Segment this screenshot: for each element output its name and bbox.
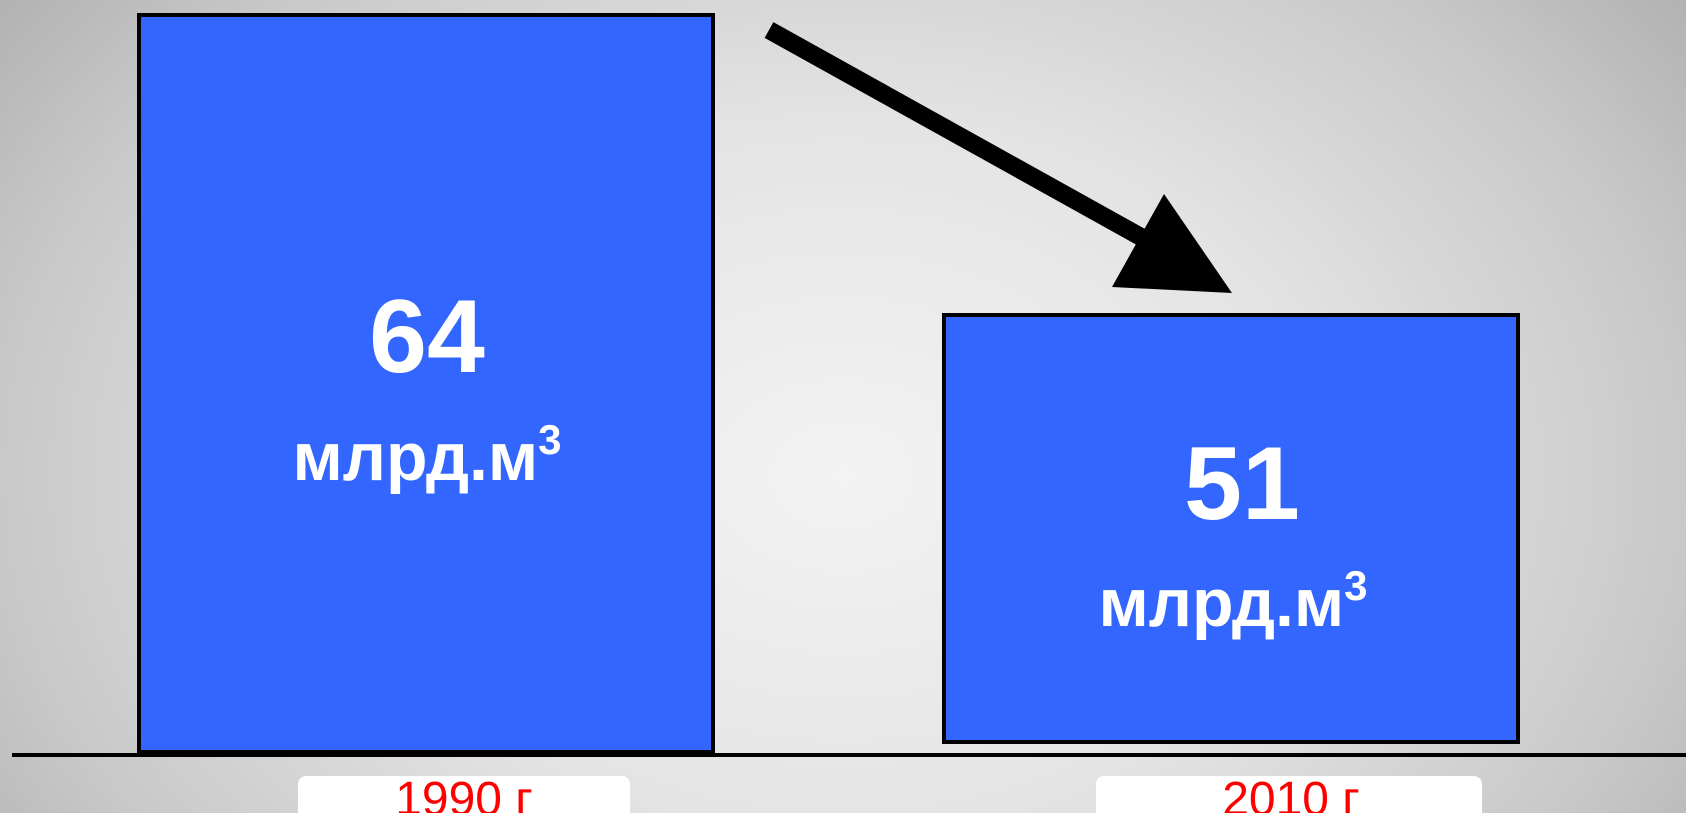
bottom-margin: [0, 813, 1686, 820]
category-label-box-1990: [298, 776, 630, 820]
category-label-1990: 1990 г: [395, 773, 533, 820]
trend-arrow: [764, 22, 1232, 293]
bar-value-label-2010: 51: [1184, 426, 1300, 542]
unit-superscript: 3: [1344, 562, 1367, 609]
category-label-2010: 2010 г: [1222, 773, 1360, 820]
category-label-box-2010: [1096, 776, 1482, 820]
bar-value-label-1990: 64: [369, 279, 485, 395]
unit-text: млрд.м: [292, 419, 538, 495]
unit-superscript: 3: [538, 416, 561, 463]
bar-1990: [137, 13, 715, 754]
trend-arrow-head: [1112, 194, 1232, 293]
unit-text: млрд.м: [1098, 565, 1344, 641]
bar-unit-label-1990: млрд.м3: [292, 416, 561, 495]
bar-2010: [942, 313, 1520, 744]
bar-unit-label-2010: млрд.м3: [1098, 562, 1367, 641]
trend-arrow-shaft: [764, 22, 1155, 250]
